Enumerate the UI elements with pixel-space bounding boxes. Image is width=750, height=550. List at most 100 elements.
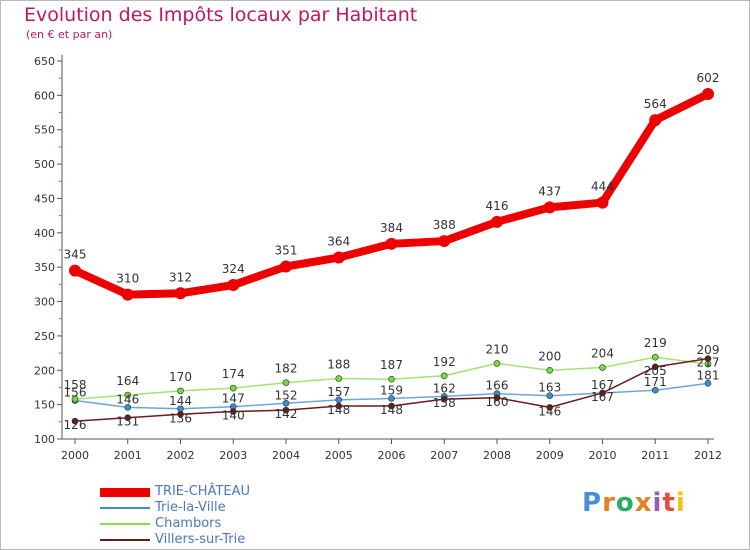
data-point-chambors bbox=[546, 366, 554, 374]
data-point-villers-sur-trie bbox=[282, 406, 290, 414]
data-point-villers-sur-trie bbox=[124, 414, 132, 421]
x-tick-label: 2010 bbox=[589, 449, 617, 462]
y-tick-label: 150 bbox=[34, 399, 55, 412]
data-label-trie-la-ville: 171 bbox=[644, 375, 667, 389]
data-point-chambors bbox=[493, 360, 501, 367]
x-tick-label: 2011 bbox=[641, 449, 669, 462]
data-label-trie-la-ville: 157 bbox=[327, 385, 350, 399]
data-label-villers-sur-trie: 148 bbox=[380, 403, 403, 417]
y-tick-label: 650 bbox=[34, 55, 55, 68]
legend-swatch-chambors bbox=[100, 523, 150, 525]
logo-letter: r bbox=[602, 488, 616, 518]
data-label-chambors: 219 bbox=[644, 336, 667, 350]
data-label-villers-sur-trie: 136 bbox=[169, 411, 192, 425]
x-tick-label: 2002 bbox=[167, 449, 195, 462]
data-label-trie-chateau: 416 bbox=[486, 199, 509, 213]
data-label-trie-la-ville: 147 bbox=[222, 392, 245, 406]
legend-label-villers-sur-trie: Villers-sur-Trie bbox=[155, 532, 246, 547]
data-point-trie-chateau bbox=[280, 260, 292, 273]
data-label-chambors: 210 bbox=[486, 342, 509, 356]
data-label-trie-la-ville: 166 bbox=[486, 379, 509, 393]
legend-label-trie-chateau: TRIE-CHÂTEAU bbox=[155, 484, 251, 499]
data-label-chambors: 188 bbox=[327, 358, 350, 372]
data-point-villers-sur-trie bbox=[335, 402, 343, 410]
series-line-trie-chateau bbox=[71, 89, 712, 299]
data-label-trie-la-ville: 162 bbox=[433, 381, 456, 395]
data-label-trie-chateau: 351 bbox=[275, 243, 298, 257]
data-label-trie-chateau: 602 bbox=[697, 71, 720, 85]
data-label-trie-chateau: 345 bbox=[64, 248, 87, 262]
data-label-chambors: 170 bbox=[169, 370, 192, 384]
data-label-chambors: 192 bbox=[433, 355, 456, 369]
x-tick-label: 2012 bbox=[694, 449, 722, 462]
data-label-villers-sur-trie: 131 bbox=[116, 415, 139, 429]
x-tick-label: 2001 bbox=[114, 449, 142, 462]
data-label-villers-sur-trie: 167 bbox=[591, 390, 614, 404]
data-point-trie-chateau bbox=[438, 235, 451, 248]
logo-letter: t bbox=[662, 488, 676, 518]
data-point-trie-chateau bbox=[596, 196, 609, 209]
x-tick-label: 2008 bbox=[483, 449, 511, 462]
data-label-chambors: 164 bbox=[116, 374, 139, 388]
chart-title: Evolution des Impôts locaux par Habitant bbox=[24, 4, 418, 26]
data-label-trie-la-ville: 159 bbox=[380, 383, 403, 397]
data-point-villers-sur-trie bbox=[651, 363, 659, 371]
data-point-chambors bbox=[651, 353, 659, 361]
data-label-chambors: 187 bbox=[380, 358, 403, 372]
data-point-villers-sur-trie bbox=[440, 395, 448, 403]
data-point-trie-chateau bbox=[121, 288, 134, 301]
logo-letter: x bbox=[634, 488, 653, 518]
data-label-trie-chateau: 312 bbox=[169, 270, 192, 284]
data-label-trie-chateau: 384 bbox=[380, 221, 403, 235]
legend-swatch-trie-chateau bbox=[100, 488, 150, 497]
data-point-chambors bbox=[599, 364, 606, 371]
data-point-trie-la-ville bbox=[282, 399, 290, 407]
logo-letter: i bbox=[675, 488, 686, 518]
legend-label-chambors: Chambors bbox=[155, 516, 222, 531]
data-label-trie-chateau: 364 bbox=[327, 235, 350, 249]
data-label-chambors: 204 bbox=[591, 347, 614, 361]
logo-letter: P bbox=[582, 488, 603, 518]
data-label-villers-sur-trie: 146 bbox=[538, 404, 561, 418]
x-tick-label: 2009 bbox=[536, 449, 564, 462]
data-point-villers-sur-trie bbox=[177, 410, 184, 418]
data-label-villers-sur-trie: 126 bbox=[64, 418, 87, 432]
data-label-villers-sur-trie: 140 bbox=[222, 409, 245, 423]
data-label-trie-la-ville: 144 bbox=[169, 394, 192, 408]
data-point-villers-sur-trie bbox=[599, 389, 606, 397]
x-tick-label: 2004 bbox=[272, 449, 300, 462]
data-point-trie-chateau bbox=[69, 264, 81, 277]
data-label-chambors: 174 bbox=[222, 367, 245, 381]
data-label-trie-chateau: 388 bbox=[433, 218, 456, 232]
data-point-chambors bbox=[124, 391, 132, 399]
y-tick-label: 500 bbox=[34, 158, 55, 171]
data-point-chambors bbox=[177, 387, 184, 395]
data-point-villers-sur-trie bbox=[493, 394, 501, 402]
x-tick-label: 2000 bbox=[61, 449, 89, 462]
x-tick-label: 2005 bbox=[325, 449, 353, 462]
data-label-trie-la-ville: 167 bbox=[591, 378, 614, 392]
y-tick-label: 550 bbox=[34, 124, 55, 137]
y-tick-label: 250 bbox=[34, 330, 55, 343]
data-label-villers-sur-trie: 148 bbox=[327, 403, 350, 417]
y-tick-label: 300 bbox=[34, 296, 55, 309]
data-point-trie-chateau bbox=[227, 279, 240, 292]
data-point-trie-chateau bbox=[491, 215, 503, 228]
data-label-trie-la-ville: 181 bbox=[697, 368, 720, 382]
data-label-villers-sur-trie: 217 bbox=[697, 356, 720, 370]
data-label-chambors: 200 bbox=[538, 349, 561, 363]
x-tick-label: 2006 bbox=[378, 449, 406, 462]
proxiti-logo: Proxiti bbox=[582, 488, 686, 518]
y-tick-label: 600 bbox=[34, 89, 55, 102]
data-label-trie-chateau: 564 bbox=[644, 97, 667, 111]
data-label-villers-sur-trie: 205 bbox=[644, 364, 667, 378]
data-point-chambors bbox=[335, 375, 343, 382]
data-label-villers-sur-trie: 158 bbox=[433, 396, 456, 410]
data-label-trie-la-ville: 146 bbox=[116, 392, 139, 406]
data-label-trie-chateau: 324 bbox=[222, 262, 245, 276]
data-label-villers-sur-trie: 142 bbox=[275, 407, 298, 421]
legend-swatch-villers-sur-trie bbox=[100, 539, 150, 541]
y-tick-label: 100 bbox=[34, 433, 55, 446]
y-tick-label: 400 bbox=[34, 227, 55, 240]
data-label-trie-chateau: 444 bbox=[591, 180, 614, 194]
